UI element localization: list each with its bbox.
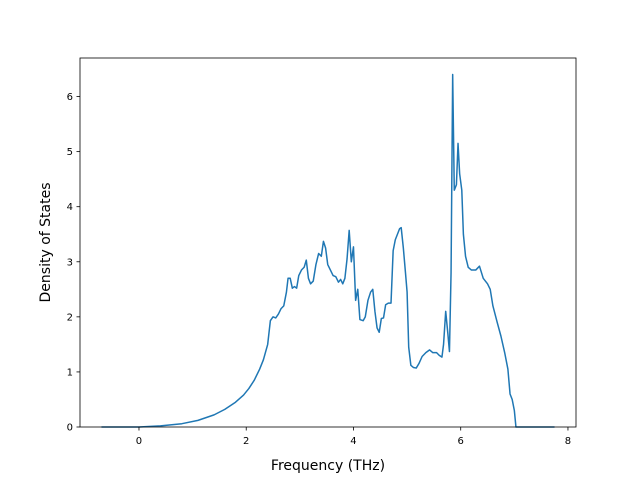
- y-tick-label: 4: [67, 202, 73, 213]
- x-tick-label: 6: [458, 436, 464, 447]
- y-tick-label: 5: [67, 147, 73, 158]
- x-tick-label: 4: [350, 436, 356, 447]
- plot-frame: [79, 57, 577, 428]
- y-tick-label: 0: [67, 423, 73, 434]
- y-tick-label: 3: [67, 257, 73, 268]
- y-tick-label: 1: [67, 367, 73, 378]
- x-tick-label: 0: [136, 436, 142, 447]
- y-tick-label: 6: [67, 92, 73, 103]
- axes: 0 2 4 6 8 0 1 2 3 4 5 6: [67, 57, 577, 447]
- x-axis-label: Frequency (THz): [271, 458, 385, 474]
- plot-area: [101, 73, 555, 428]
- y-tick-label: 2: [67, 312, 73, 323]
- x-tick-label: 2: [243, 436, 249, 447]
- dos-series-line-0: [101, 73, 555, 428]
- y-axis-label: Density of States: [38, 183, 54, 303]
- x-tick-label: 8: [565, 436, 571, 447]
